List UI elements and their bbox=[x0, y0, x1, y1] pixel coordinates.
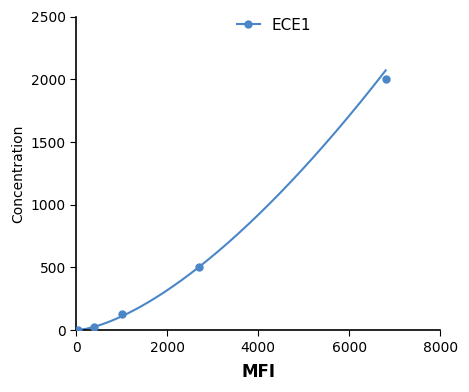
X-axis label: MFI: MFI bbox=[241, 363, 275, 381]
Legend: ECE1: ECE1 bbox=[237, 18, 311, 33]
Y-axis label: Concentration: Concentration bbox=[11, 124, 25, 223]
